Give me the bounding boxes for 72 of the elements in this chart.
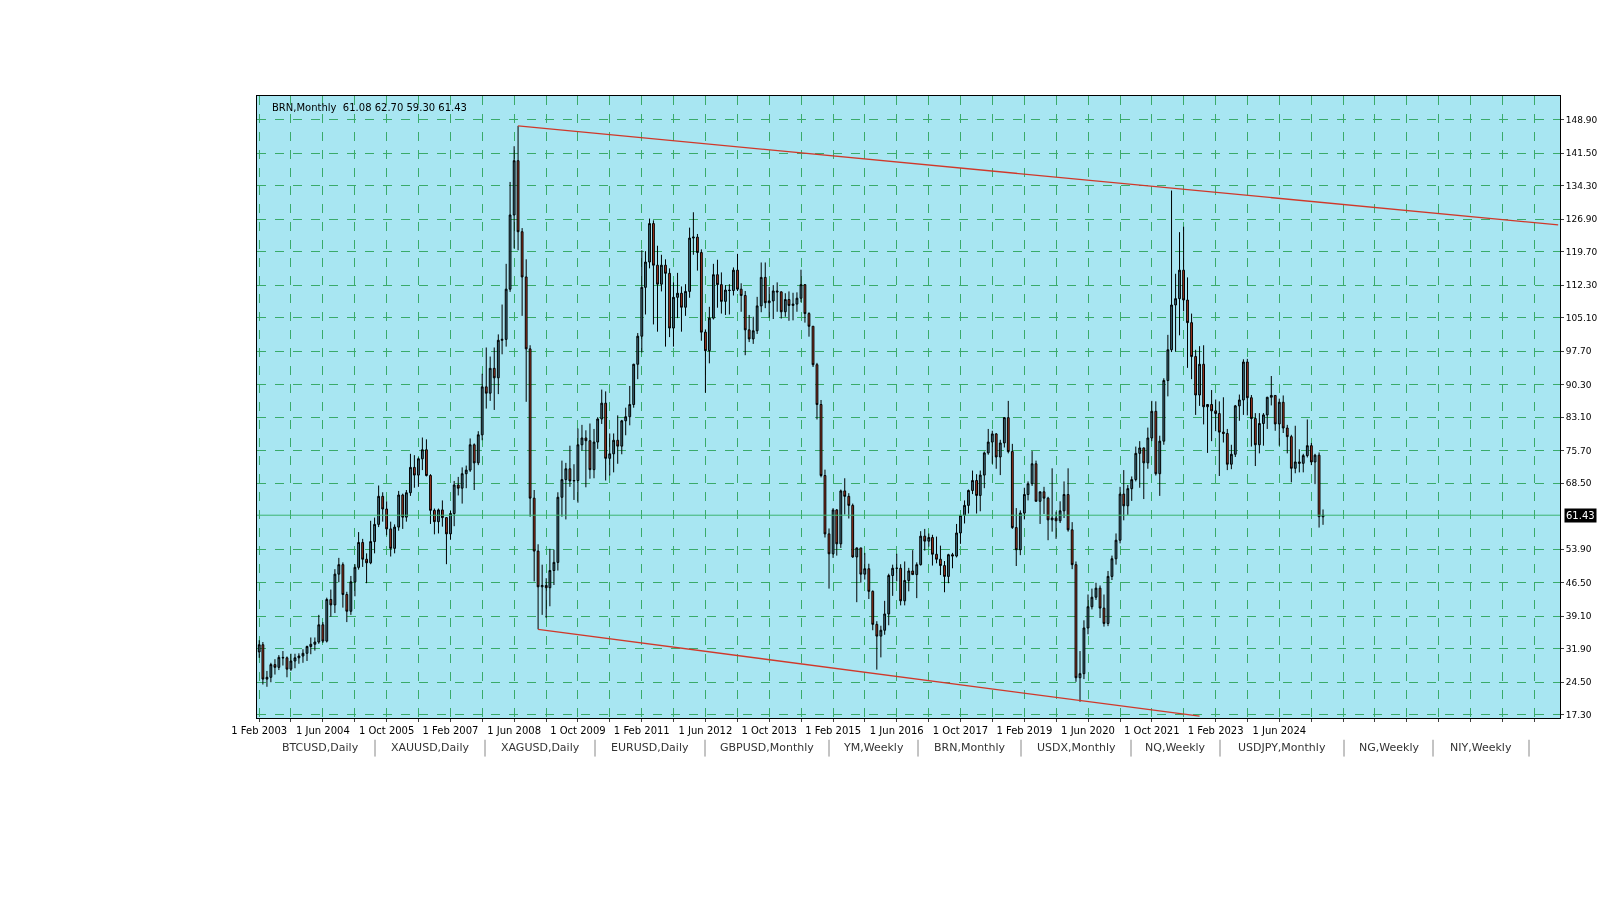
text: YM,Weekly [843,741,904,754]
y-tick-label: 75.70 [1565,445,1592,456]
y-tick-label: 53.90 [1565,544,1592,555]
candlestick [285,655,289,678]
candlestick [903,560,907,606]
candlestick [297,652,301,665]
ref-line-label: 61.43 [1566,510,1595,521]
y-tick-label: 24.50 [1565,677,1592,688]
y-tick-label: 68.50 [1565,478,1592,489]
y-tick-label: 31.90 [1565,643,1592,654]
text: NG,Weekly [1359,741,1420,754]
text: NQ,Weekly [1145,741,1206,754]
x-tick-label: 1 Jun 2008 [487,725,542,736]
candlestick [301,648,305,664]
x-tick-label: 1 Feb 2011 [613,725,670,736]
x-tick-label: 1 Feb 2015 [805,725,862,736]
candlestick [269,662,273,683]
text: XAGUSD,Daily [501,741,580,754]
candlestick [771,284,775,320]
text: BRN,Monthly 61.08 62.70 59.30 61.43 [272,102,467,113]
x-tick-label: 1 Jun 2012 [678,725,733,736]
y-tick-label: 141.50 [1565,148,1598,159]
text: EURUSD,Daily [611,741,689,754]
y-tick-label: 46.50 [1565,577,1592,588]
candlestick [1317,451,1321,529]
text: BRN,Monthly [934,741,1006,754]
candlestick [401,493,405,530]
x-tick-label: 1 Jun 2016 [869,725,924,736]
candlestick [1217,400,1221,477]
x-tick-label: 1 Jun 2020 [1061,725,1115,736]
text: NIY,Weekly [1450,741,1512,754]
candlestick [783,292,787,318]
candlestick [261,641,265,686]
y-tick-label: 119.70 [1565,246,1598,257]
x-tick-label: 1 Oct 2009 [550,725,606,736]
text: USDJPY,Monthly [1238,741,1326,754]
y-tick-label: 97.70 [1565,346,1592,357]
x-tick-label: 1 Oct 2021 [1124,725,1180,736]
y-tick-label: 134.30 [1565,180,1598,191]
x-tick-label: 1 Oct 2013 [741,725,797,736]
candlestick [664,258,667,348]
candlestick [293,653,297,669]
y-tick-label: 112.30 [1565,280,1598,291]
text: USDX,Monthly [1037,741,1117,754]
y-tick-label: 83.10 [1565,412,1592,423]
y-tick-label: 126.90 [1565,214,1598,225]
y-tick-label: 148.90 [1565,114,1598,125]
text: XAUUSD,Daily [391,741,470,754]
y-tick-label: 17.30 [1565,709,1592,720]
candlestick [460,466,464,505]
candlestick [975,473,978,515]
y-tick-label: 90.30 [1565,379,1592,390]
candlestick [604,390,608,482]
x-tick-label: 1 Feb 2019 [996,725,1053,736]
x-tick-label: 1 Oct 2017 [932,725,989,736]
text: GBPUSD,Monthly [720,741,815,754]
x-tick-label: 1 Feb 2023 [1187,725,1244,736]
x-tick-label: 1 Feb 2003 [231,725,288,736]
candlestick [576,427,580,504]
candlestick [277,654,281,671]
candlestick [990,430,994,465]
candlestick [1277,398,1281,447]
x-tick-label: 1 Jun 2004 [295,725,350,736]
x-tick-label: 1 Jun 2024 [1252,725,1307,736]
y-tick-label: 39.10 [1565,611,1592,622]
candlestick [791,292,795,321]
y-tick-label: 105.10 [1565,312,1598,323]
x-tick-label: 1 Feb 2007 [422,725,479,736]
x-tick-label: 1 Oct 2005 [358,725,415,736]
text: BTCUSD,Daily [282,741,359,754]
candlestick [931,534,934,567]
candlestick [787,290,791,322]
